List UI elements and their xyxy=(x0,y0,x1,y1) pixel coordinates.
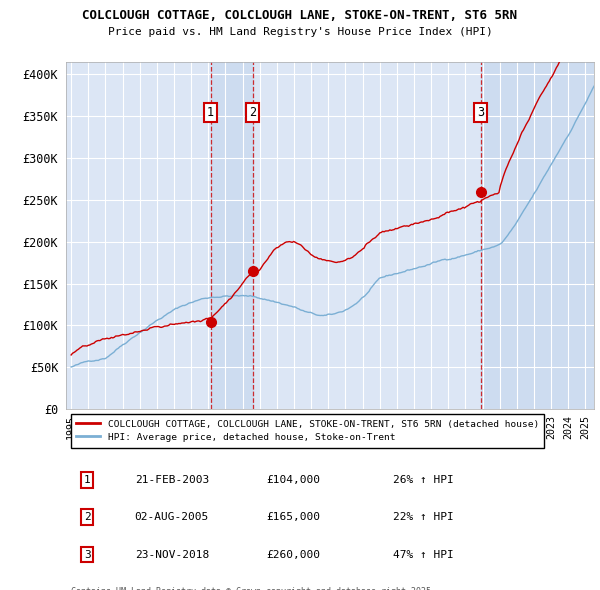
Text: Price paid vs. HM Land Registry's House Price Index (HPI): Price paid vs. HM Land Registry's House … xyxy=(107,27,493,37)
Text: 22% ↑ HPI: 22% ↑ HPI xyxy=(394,512,454,522)
Legend: COLCLOUGH COTTAGE, COLCLOUGH LANE, STOKE-ON-TRENT, ST6 5RN (detached house), HPI: COLCLOUGH COTTAGE, COLCLOUGH LANE, STOKE… xyxy=(71,414,544,448)
Text: 26% ↑ HPI: 26% ↑ HPI xyxy=(394,475,454,485)
Text: 2: 2 xyxy=(84,512,91,522)
Text: 21-FEB-2003: 21-FEB-2003 xyxy=(134,475,209,485)
Bar xyxy=(481,62,594,409)
Text: 1: 1 xyxy=(84,475,91,485)
Text: 2: 2 xyxy=(249,106,256,119)
Text: 1: 1 xyxy=(207,106,214,119)
Text: 02-AUG-2005: 02-AUG-2005 xyxy=(134,512,209,522)
Text: 47% ↑ HPI: 47% ↑ HPI xyxy=(394,549,454,559)
Text: Contains HM Land Registry data © Crown copyright and database right 2025.
This d: Contains HM Land Registry data © Crown c… xyxy=(71,586,436,590)
Text: 23-NOV-2018: 23-NOV-2018 xyxy=(134,549,209,559)
Text: £260,000: £260,000 xyxy=(266,549,320,559)
Text: 3: 3 xyxy=(84,549,91,559)
Text: £104,000: £104,000 xyxy=(266,475,320,485)
Bar xyxy=(211,62,253,409)
Text: 3: 3 xyxy=(477,106,484,119)
Text: £165,000: £165,000 xyxy=(266,512,320,522)
Text: COLCLOUGH COTTAGE, COLCLOUGH LANE, STOKE-ON-TRENT, ST6 5RN: COLCLOUGH COTTAGE, COLCLOUGH LANE, STOKE… xyxy=(83,9,517,22)
